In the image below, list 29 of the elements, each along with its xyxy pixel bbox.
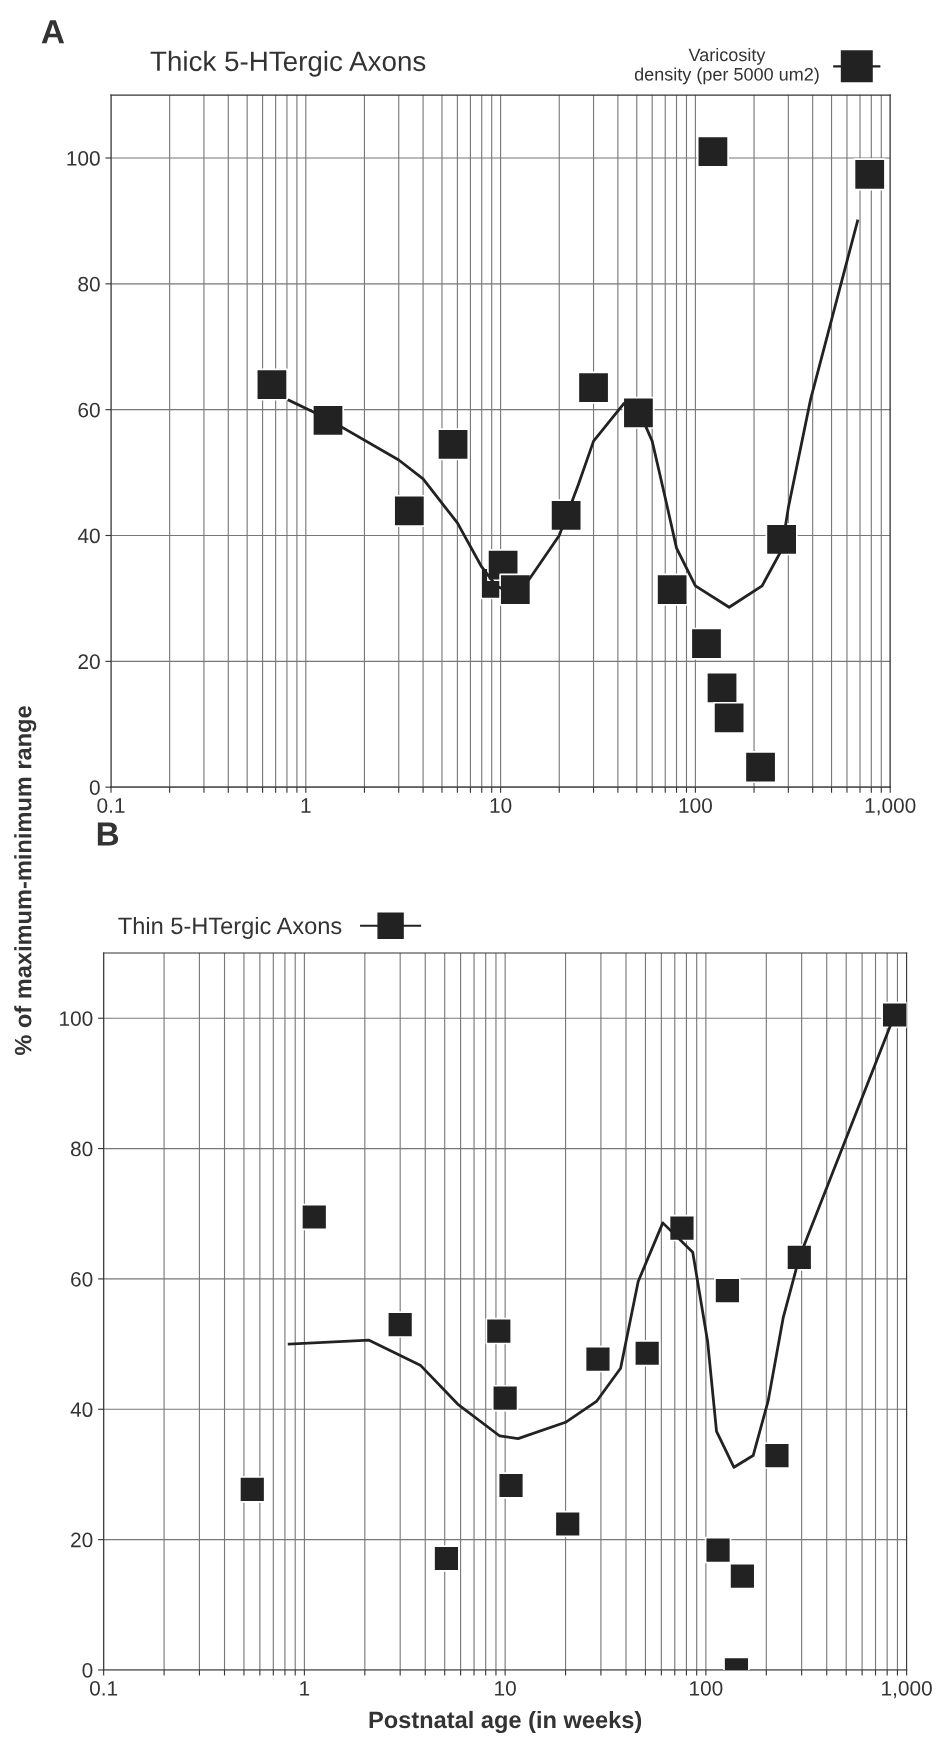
chart-title: B — [97, 822, 119, 846]
x-tick-label: 10 — [490, 798, 512, 813]
x-tick-label: 1,000 — [882, 1680, 932, 1699]
x-tick-label: 100 — [690, 1680, 723, 1696]
y-tick-label: 80 — [78, 276, 100, 292]
x-tick-label: 1 — [300, 1681, 310, 1696]
chart-title: A — [41, 20, 65, 44]
y-axis-title: % of maximum-minimum range — [14, 706, 37, 1056]
legend-label: Varicosity density (per 5000 um2) — [634, 47, 819, 85]
y-tick-label: 40 — [77, 528, 100, 544]
y-tick-label: 20 — [71, 1532, 93, 1548]
x-tick-label: 1,000 — [865, 798, 916, 816]
y-tick-label: 60 — [78, 402, 100, 418]
x-tick-label: 0.1 — [97, 798, 125, 813]
y-tick-label: 0 — [82, 1662, 93, 1678]
x-tick-label: 100 — [679, 798, 712, 813]
x-tick-label: 1 — [301, 798, 311, 813]
y-tick-label: 20 — [78, 654, 100, 670]
y-tick-label: 80 — [70, 1141, 93, 1157]
y-tick-label: 60 — [71, 1271, 93, 1287]
x-tick-label: 10 — [495, 1680, 516, 1696]
x-axis-title: Postnatal age (in weeks) — [369, 1710, 642, 1734]
y-tick-label: 0 — [89, 780, 100, 795]
y-tick-label: 40 — [70, 1402, 93, 1418]
y-tick-label: 100 — [67, 151, 100, 166]
y-tick-label: 100 — [60, 1011, 93, 1026]
chart-subtitle: Thick 5-HTergic Axons — [150, 50, 426, 77]
legend-label: Thin 5-HTergic Axons — [118, 916, 342, 939]
x-tick-label: 0.1 — [89, 1680, 118, 1696]
